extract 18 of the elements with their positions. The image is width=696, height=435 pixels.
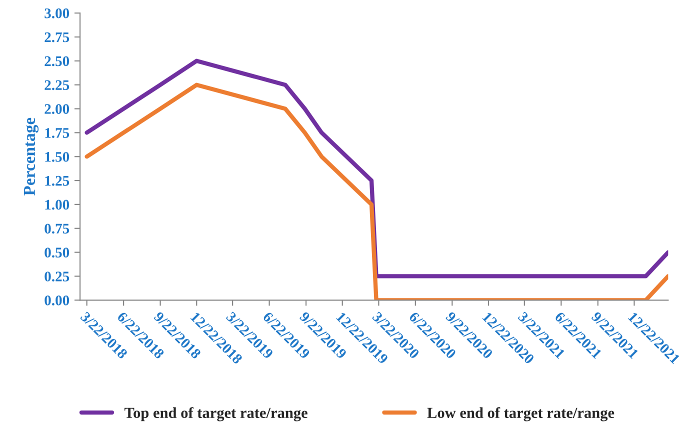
y-tick-label: 0.75	[44, 224, 70, 234]
y-axis-title: Percentage	[24, 118, 39, 196]
line-series	[84, 58, 668, 278]
line-series	[84, 82, 668, 300]
legend-label: Low end of target rate/range	[427, 407, 614, 422]
y-tick-label: 1.00	[45, 200, 70, 210]
y-tick-label: 2.50	[44, 56, 70, 66]
y-tick-label: 0.50	[44, 248, 70, 258]
y-tick-label: 1.75	[45, 128, 70, 138]
y-tick-label: 2.75	[44, 32, 70, 42]
y-tick-label: 2.00	[44, 104, 70, 114]
y-tick-label: 3.00	[44, 8, 70, 18]
y-tick-label: 0.25	[44, 272, 70, 282]
legend-label: Top end of target rate/range	[124, 407, 308, 422]
y-tick-label: 1.25	[45, 176, 70, 186]
y-tick-label: 1.50	[45, 152, 70, 162]
y-tick-label: 2.25	[44, 80, 70, 90]
y-tick-label: 0.00	[44, 296, 70, 306]
